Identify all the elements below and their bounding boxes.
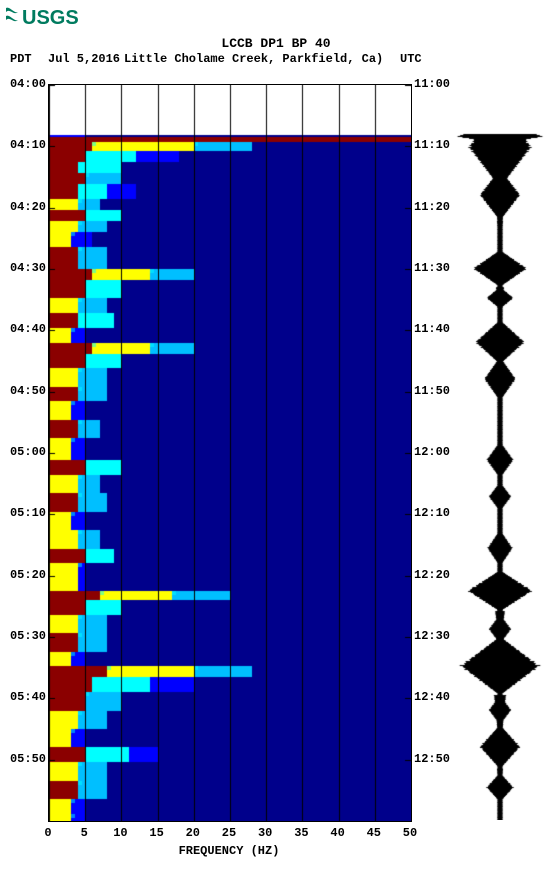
- ytick-left: 04:50: [2, 384, 46, 398]
- ytick-right: 12:20: [414, 568, 450, 582]
- ytick-right: 11:50: [414, 384, 450, 398]
- xtick: 20: [183, 826, 203, 840]
- ytick-left: 04:40: [2, 322, 46, 336]
- spectrogram-canvas: [48, 84, 412, 822]
- ytick-right: 11:00: [414, 77, 450, 91]
- svg-text:USGS: USGS: [22, 7, 79, 29]
- ytick-right: 12:30: [414, 629, 450, 643]
- xtick: 5: [74, 826, 94, 840]
- ytick-left: 05:20: [2, 568, 46, 582]
- ytick-right: 12:00: [414, 445, 450, 459]
- ytick-left: 05:50: [2, 752, 46, 766]
- ytick-left: 05:00: [2, 445, 46, 459]
- xtick: 45: [364, 826, 384, 840]
- xtick: 50: [400, 826, 420, 840]
- ytick-left: 04:00: [2, 77, 46, 91]
- xtick: 10: [110, 826, 130, 840]
- station-label: Little Cholame Creek, Parkfield, Ca): [124, 52, 383, 66]
- chart-title: LCCB DP1 BP 40: [0, 36, 552, 51]
- ytick-right: 11:10: [414, 138, 450, 152]
- xtick: 30: [255, 826, 275, 840]
- ytick-right: 11:20: [414, 200, 450, 214]
- usgs-logo: USGS: [4, 4, 100, 30]
- xtick: 40: [328, 826, 348, 840]
- xtick: 35: [291, 826, 311, 840]
- tz-left-label: PDT: [10, 52, 32, 66]
- ytick-right: 12:40: [414, 690, 450, 704]
- date-label: Jul 5,2016: [48, 52, 120, 66]
- seismogram-plot: [454, 84, 546, 820]
- ytick-right: 12:50: [414, 752, 450, 766]
- ytick-left: 05:40: [2, 690, 46, 704]
- ytick-left: 04:20: [2, 200, 46, 214]
- xtick: 25: [219, 826, 239, 840]
- ytick-left: 05:30: [2, 629, 46, 643]
- xtick: 0: [38, 826, 58, 840]
- ytick-right: 11:40: [414, 322, 450, 336]
- ytick-left: 04:30: [2, 261, 46, 275]
- x-axis-label: FREQUENCY (HZ): [48, 844, 410, 858]
- ytick-left: 05:10: [2, 506, 46, 520]
- seismogram-canvas: [454, 84, 546, 820]
- tz-right-label: UTC: [400, 52, 422, 66]
- ytick-left: 04:10: [2, 138, 46, 152]
- ytick-right: 11:30: [414, 261, 450, 275]
- spectrogram-plot: [48, 84, 410, 820]
- ytick-right: 12:10: [414, 506, 450, 520]
- xtick: 15: [147, 826, 167, 840]
